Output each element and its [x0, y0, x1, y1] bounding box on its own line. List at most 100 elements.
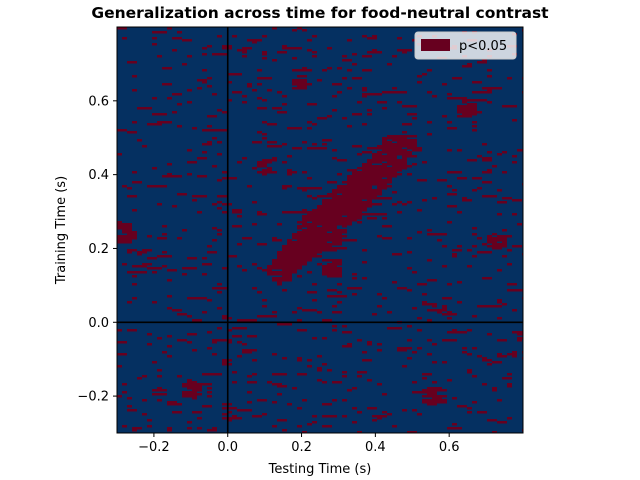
significant-cell [142, 249, 152, 252]
significant-cell [162, 233, 167, 236]
significant-cell [487, 245, 507, 248]
significant-cell [162, 265, 167, 268]
significant-cell [167, 401, 177, 404]
significant-cell [452, 397, 457, 400]
significant-cell [362, 351, 367, 354]
significant-cell [332, 197, 392, 200]
significant-cell [377, 145, 417, 148]
significant-cell [212, 93, 217, 96]
significant-cell [412, 271, 417, 274]
significant-cell [292, 237, 342, 240]
significant-cell [382, 163, 407, 166]
significant-cell [332, 381, 342, 384]
significant-cell [427, 319, 432, 322]
significant-cell [147, 185, 167, 188]
significant-cell [282, 95, 287, 98]
significant-cell [212, 203, 217, 206]
significant-cell [167, 173, 172, 176]
significant-cell [227, 419, 232, 422]
significant-cell [317, 117, 327, 120]
significant-cell [312, 55, 317, 58]
significant-cell [447, 193, 457, 196]
significant-cell [167, 403, 182, 406]
significant-cell [307, 49, 312, 52]
significant-cell [407, 251, 412, 254]
significant-cell [187, 387, 202, 390]
significant-cell [252, 263, 257, 266]
significant-cell [317, 355, 322, 358]
significant-cell [152, 271, 157, 274]
significant-cell [157, 237, 167, 240]
significant-cell [352, 407, 357, 410]
significant-cell [297, 359, 302, 362]
significant-cell [267, 89, 272, 92]
significant-cell [167, 335, 172, 338]
significant-cell [187, 297, 207, 300]
significant-cell [237, 341, 242, 344]
significant-cell [327, 181, 337, 184]
significant-cell [362, 55, 372, 58]
significant-cell [337, 67, 342, 70]
significant-cell [167, 355, 172, 358]
significant-cell [262, 137, 267, 140]
significant-cell [367, 159, 407, 162]
significant-cell [397, 287, 407, 290]
significant-cell [212, 287, 227, 290]
significant-cell [412, 163, 417, 166]
significant-cell [402, 409, 407, 412]
significant-cell [292, 311, 297, 314]
significant-cell [292, 57, 297, 60]
significant-cell [257, 131, 262, 134]
significant-cell [272, 259, 312, 262]
significant-cell [347, 177, 382, 180]
significant-cell [147, 257, 157, 260]
y-tick-label: −0.2 [77, 390, 109, 405]
significant-cell [357, 411, 362, 414]
significant-cell [152, 97, 157, 100]
significant-cell [457, 149, 462, 152]
significant-cell [347, 87, 352, 90]
significant-cell [347, 343, 352, 346]
significant-cell [222, 413, 227, 416]
significant-cell [447, 427, 462, 430]
significant-cell [167, 295, 172, 298]
significant-cell [217, 195, 227, 198]
significant-cell [357, 375, 362, 378]
significant-cell [492, 233, 497, 236]
significant-cell [272, 239, 282, 242]
significant-cell [222, 177, 237, 180]
significant-cell [242, 55, 247, 58]
significant-cell [422, 303, 437, 306]
significant-cell [292, 87, 307, 90]
significant-cell [447, 97, 467, 100]
significant-cell [207, 77, 212, 80]
significant-cell [367, 51, 382, 54]
significant-cell [367, 37, 377, 40]
significant-cell [327, 47, 332, 50]
significant-cell [482, 87, 502, 90]
significant-cell [512, 155, 517, 158]
significant-cell [482, 383, 487, 386]
significant-cell [352, 63, 357, 66]
significant-cell [237, 161, 242, 164]
significant-cell [417, 329, 422, 332]
significant-cell [342, 181, 392, 184]
significant-cell [372, 419, 377, 422]
significant-cell [147, 267, 162, 270]
significant-cell [382, 217, 387, 220]
x-axis-label: Testing Time (s) [268, 462, 372, 477]
significant-cell [282, 103, 287, 106]
significant-cell [377, 349, 382, 352]
significant-cell [187, 257, 197, 260]
significant-cell [267, 273, 292, 276]
significant-cell [172, 205, 177, 208]
significant-cell [472, 125, 477, 128]
significant-cell [312, 415, 317, 418]
significant-cell [217, 233, 222, 236]
significant-cell [352, 273, 357, 276]
significant-cell [307, 227, 337, 230]
significant-cell [117, 225, 132, 228]
significant-cell [447, 221, 452, 224]
significant-cell [322, 363, 327, 366]
significant-cell [512, 331, 523, 334]
